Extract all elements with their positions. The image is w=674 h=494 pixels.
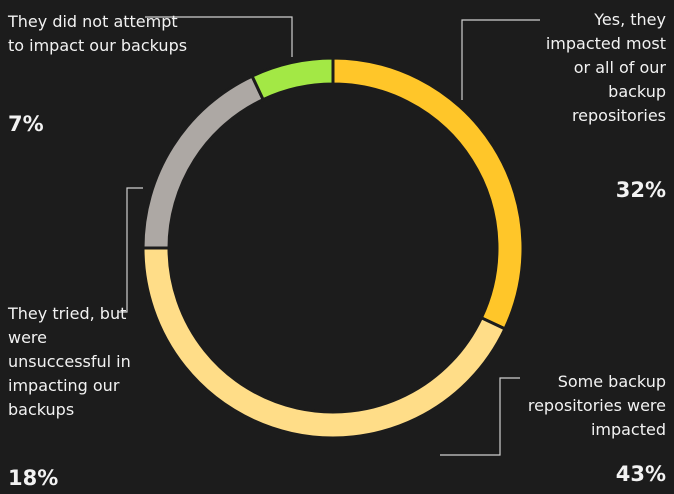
leader-lines	[118, 16, 540, 456]
slice-label: They did not attempt to impact our backu…	[8, 12, 188, 55]
value-label: 43%	[615, 462, 666, 486]
leader-line	[118, 187, 143, 313]
value-label: 32%	[615, 178, 666, 202]
donut-slice	[141, 246, 507, 440]
donut-slice	[141, 74, 266, 250]
leader-line	[461, 19, 540, 100]
slice-label: They tried, but were unsuccessful in imp…	[8, 304, 131, 419]
value-label: 7%	[8, 112, 44, 136]
leader-line	[440, 377, 520, 456]
slice-label: Yes, they impacted most or all of our ba…	[545, 10, 666, 125]
donut-slice	[250, 56, 335, 102]
value-label: 18%	[8, 466, 59, 490]
donut-slice	[331, 56, 525, 331]
slice-label: Some backup repositories were impacted	[527, 372, 666, 439]
leader-line	[145, 16, 293, 57]
